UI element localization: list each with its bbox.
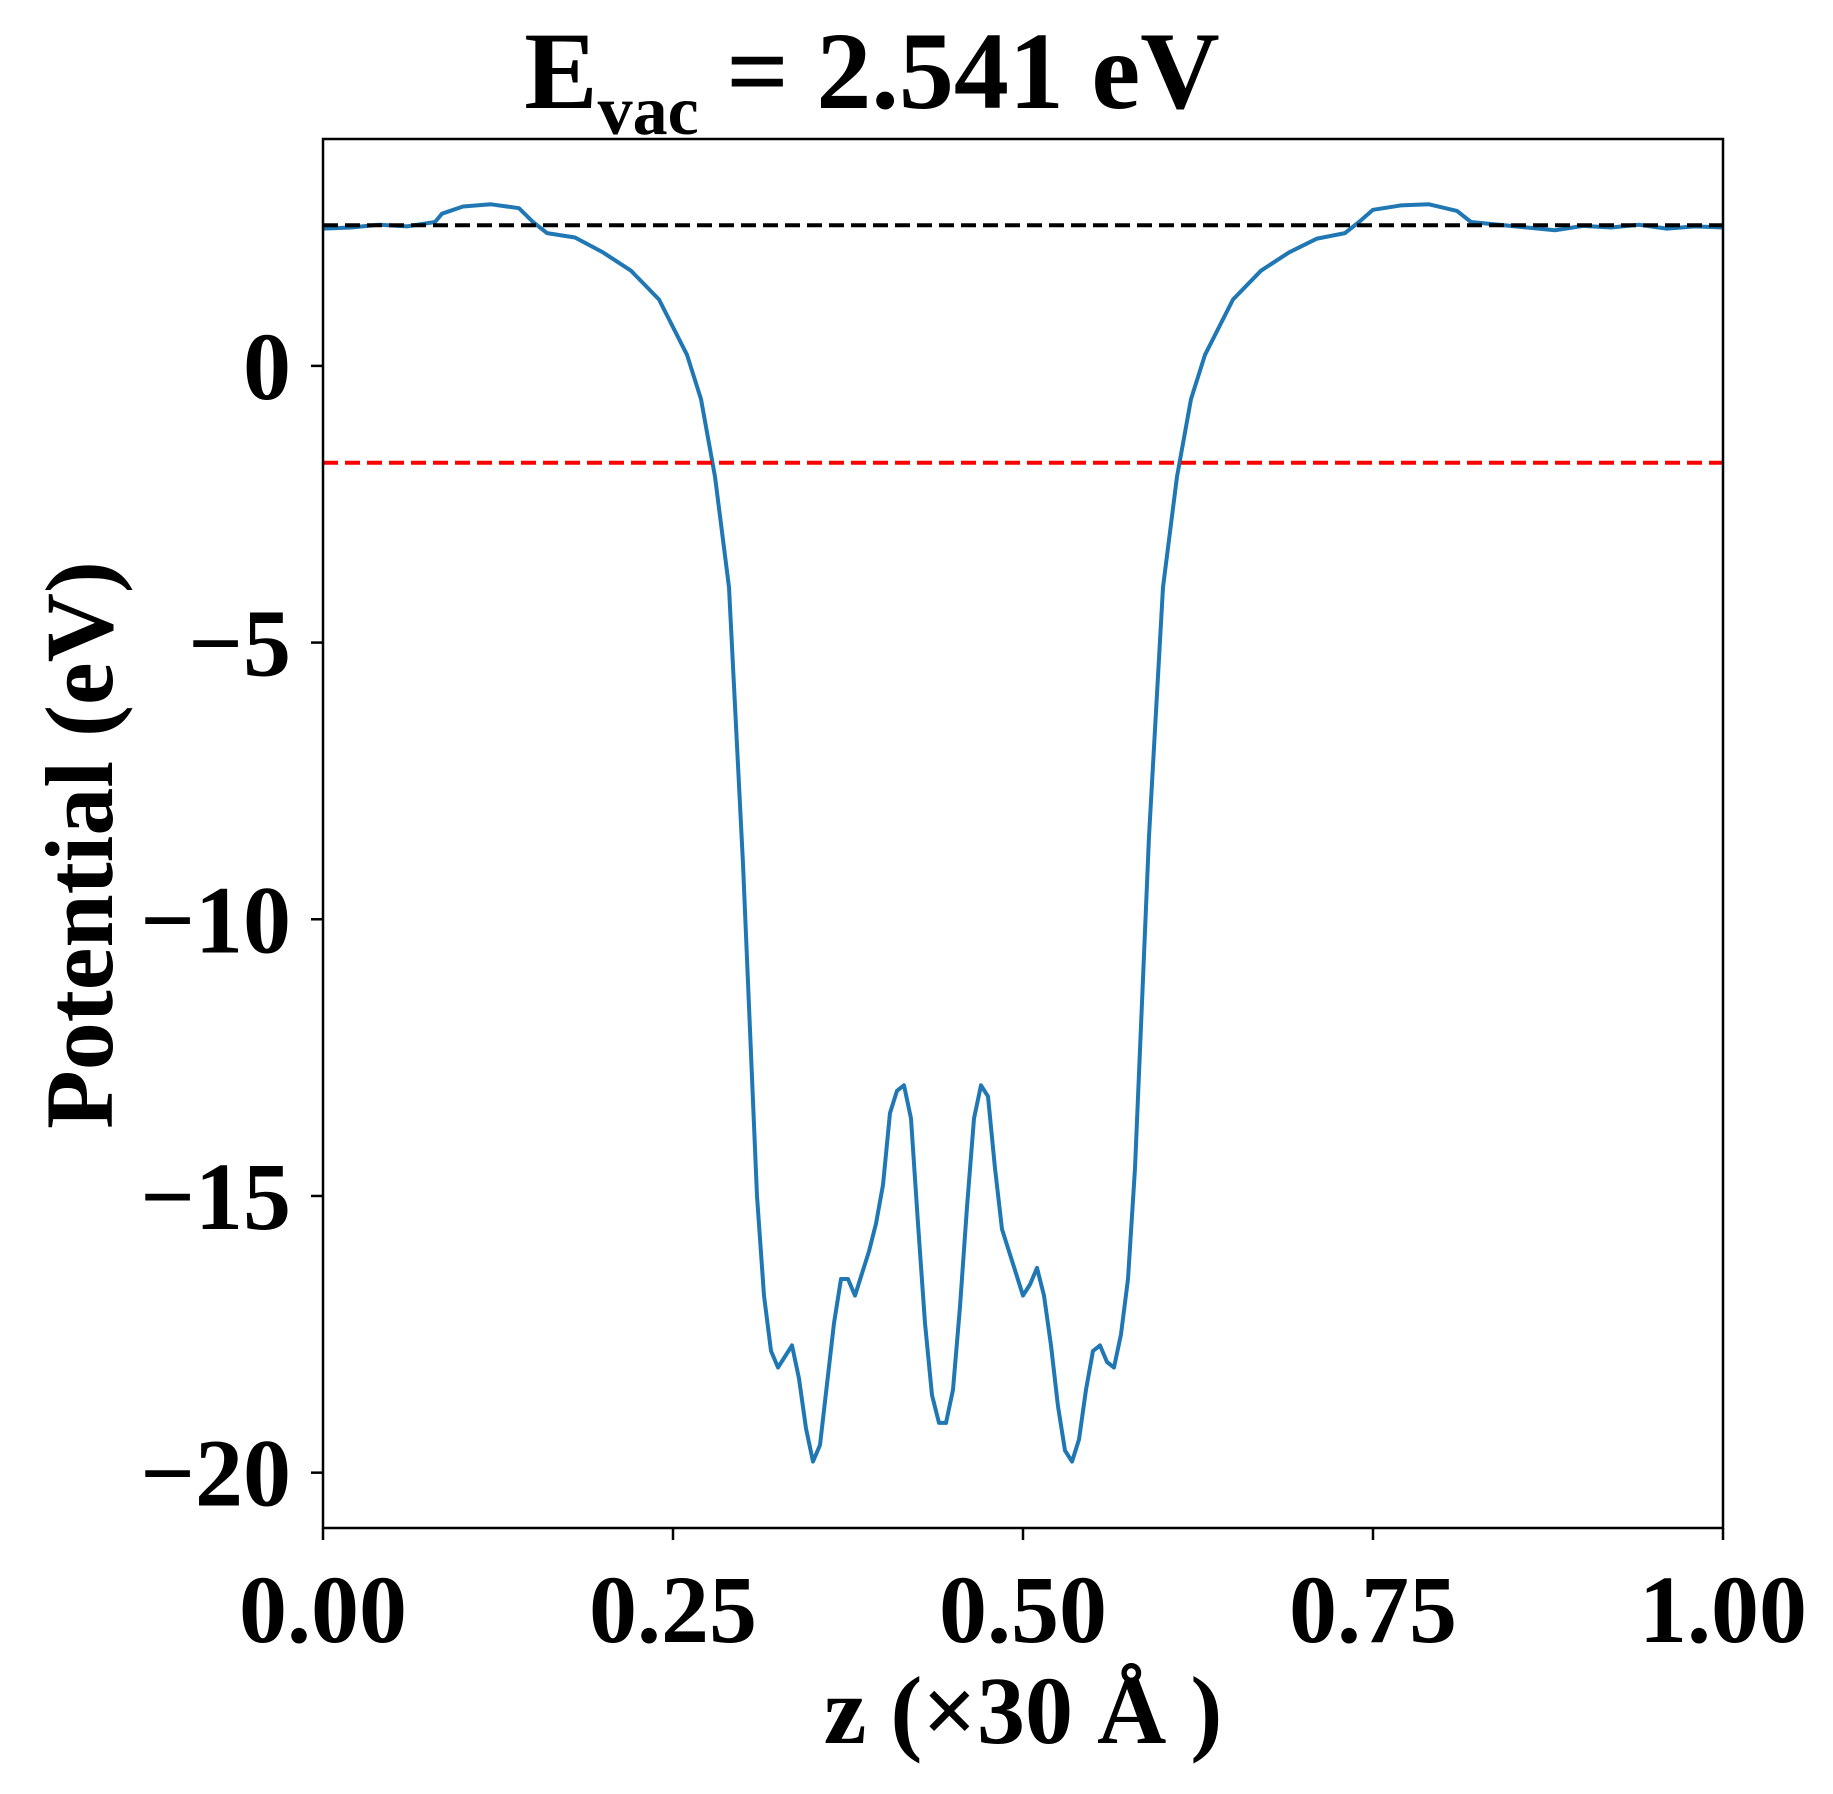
y-tick-label-3: −15 bbox=[140, 1143, 291, 1250]
y-tick-label-1: −5 bbox=[188, 590, 291, 697]
plot-lines bbox=[322, 202, 1724, 1464]
y-axis-ticks: 0 −5 −10 −15 −20 bbox=[140, 313, 323, 1527]
x-axis-ticks: 0.00 0.25 0.50 0.75 1.00 bbox=[239, 1528, 1807, 1663]
title-rest: = 2.541 eV bbox=[699, 10, 1220, 132]
svg-text:Evac = 2.541 eV: Evac = 2.541 eV bbox=[524, 10, 1219, 150]
y-tick-label-0: 0 bbox=[243, 313, 291, 420]
x-axis-label: z (×30 Å ) bbox=[824, 1657, 1223, 1764]
plot-frame bbox=[321, 137, 1725, 1530]
series-line-0 bbox=[322, 202, 1724, 1464]
title-subscript: vac bbox=[598, 73, 699, 150]
x-tick-label-4: 1.00 bbox=[1639, 1556, 1807, 1663]
x-tick-label-0: 0.00 bbox=[239, 1556, 407, 1663]
x-tick-label-3: 0.75 bbox=[1289, 1556, 1457, 1663]
x-tick-label-2: 0.50 bbox=[939, 1556, 1107, 1663]
title-main: E bbox=[524, 10, 597, 132]
y-axis-label: Potential (eV) bbox=[26, 561, 133, 1129]
x-tick-label-1: 0.25 bbox=[589, 1556, 757, 1663]
y-tick-label-4: −20 bbox=[140, 1420, 291, 1527]
chart-title: Evac = 2.541 eV bbox=[524, 10, 1219, 150]
y-tick-label-2: −10 bbox=[140, 866, 291, 973]
